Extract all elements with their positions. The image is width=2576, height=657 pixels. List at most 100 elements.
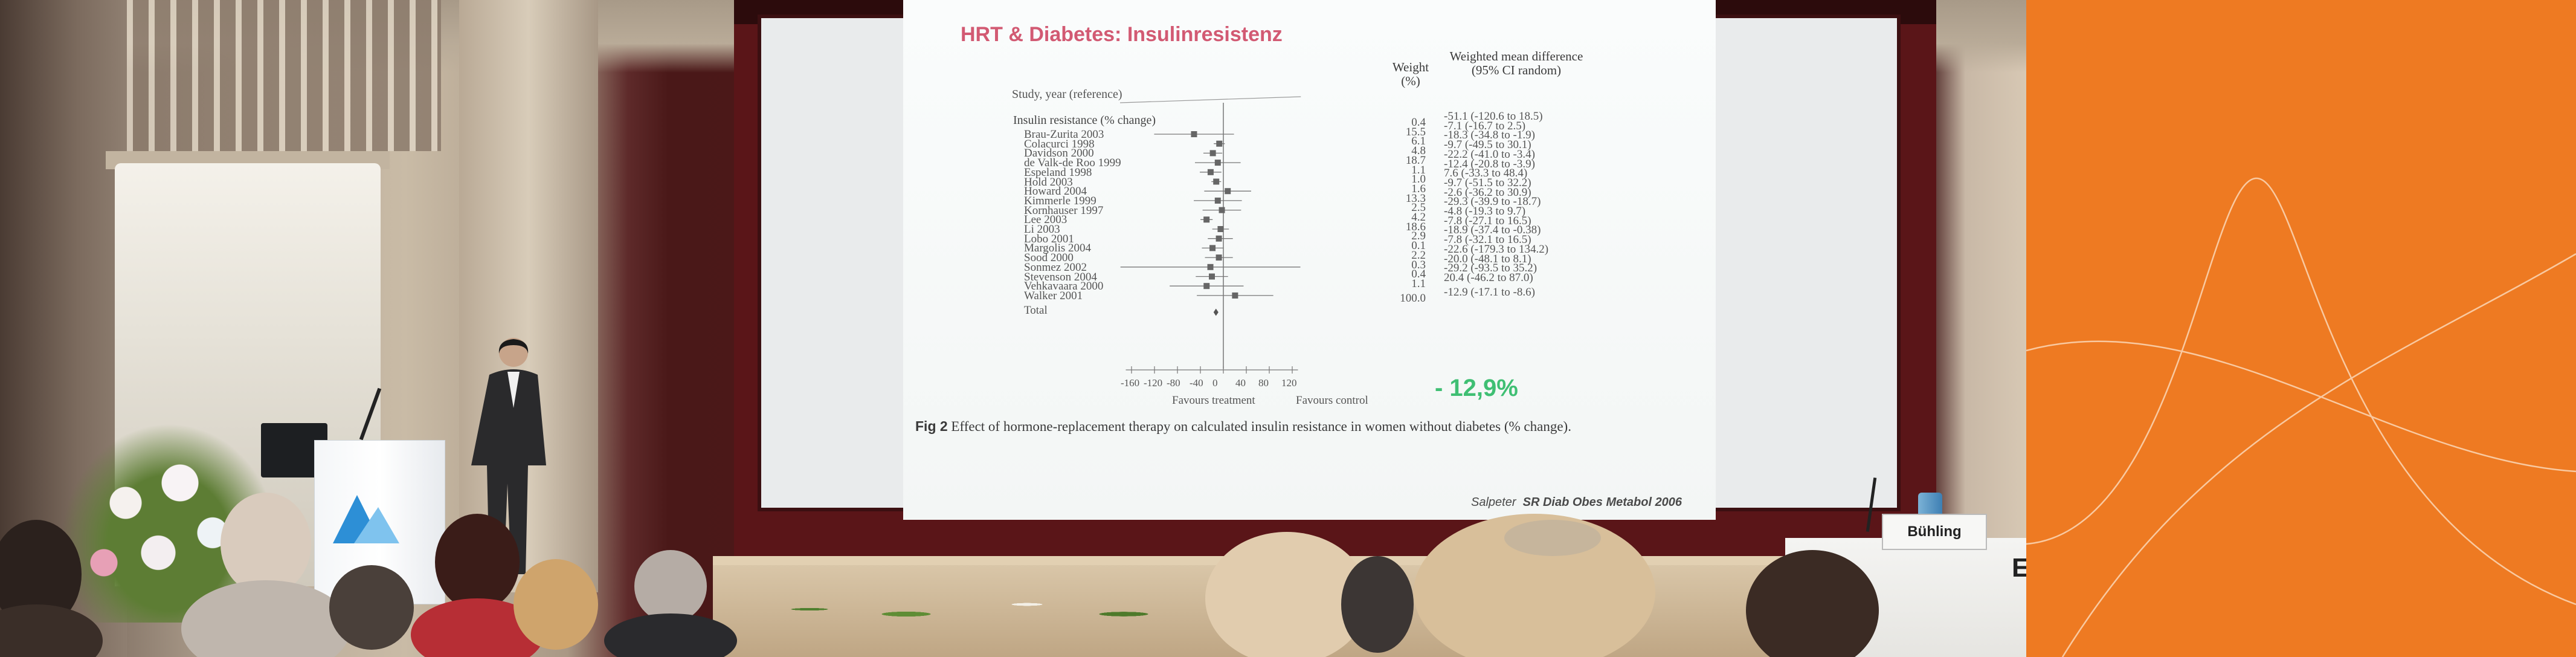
weight-item: 0.4 bbox=[1411, 116, 1426, 129]
weight-item: 0.1 bbox=[1411, 239, 1426, 253]
point-marker bbox=[1216, 235, 1222, 242]
study-column-header: Study, year (reference) bbox=[1012, 88, 1122, 101]
top-rule bbox=[1119, 96, 1301, 103]
citation: Salpeter SR Diab Obes Metabol 2006 bbox=[1471, 496, 1682, 510]
studie-item: Lobo 2001 bbox=[1024, 232, 1074, 245]
citation-journal: SR Diab Obes Metabol bbox=[1522, 496, 1652, 509]
point-marker bbox=[1191, 131, 1197, 137]
figure-caption-text: Effect of hormone-replacement therapy on… bbox=[951, 419, 1571, 434]
studie-item: Colacurci 1998 bbox=[1024, 137, 1095, 150]
wmd-column-header: Weighted mean difference (95% CI random) bbox=[1449, 49, 1583, 78]
studie-item: Stevenson 2004 bbox=[1024, 270, 1097, 283]
point-marker bbox=[1213, 178, 1220, 185]
weight-item: 15.5 bbox=[1405, 125, 1426, 138]
ci-item: -7.8 (-32.1 to 16.5) bbox=[1444, 233, 1531, 247]
citation-year: 2006 bbox=[1655, 496, 1682, 509]
studie-item: Li 2003 bbox=[1024, 223, 1060, 236]
ci-item: -22.2 (-41.0 to -3.4) bbox=[1444, 147, 1535, 161]
table-sign-letter: E bbox=[2012, 553, 2026, 583]
axis-tick-label: -160 bbox=[1121, 377, 1140, 389]
point-marker bbox=[1209, 273, 1215, 280]
weight-item: 2.2 bbox=[1411, 248, 1426, 262]
axis-tick-label: -40 bbox=[1190, 377, 1203, 389]
weight-item: 0.3 bbox=[1411, 258, 1426, 271]
studie-item: Lee 2003 bbox=[1024, 213, 1067, 227]
forest-plot bbox=[1119, 96, 1301, 374]
weight-item: 2.9 bbox=[1411, 230, 1426, 243]
decorative-orange-panel bbox=[2026, 0, 2576, 657]
ci-item: -29.3 (-39.9 to -18.7) bbox=[1444, 195, 1541, 209]
total-weight: 100.0 bbox=[1400, 291, 1426, 305]
bell-curve-decoration bbox=[2026, 177, 2576, 657]
axis-tick-label: -120 bbox=[1144, 377, 1163, 389]
axis-tick-label: -80 bbox=[1167, 377, 1180, 389]
axis-tick-label: 80 bbox=[1258, 377, 1269, 389]
studie-item: Espeland 1998 bbox=[1024, 166, 1092, 179]
weight-item: 1.1 bbox=[1411, 277, 1426, 290]
ci-item: -7.8 (-27.1 to 16.5) bbox=[1444, 214, 1531, 227]
ci-item: -51.1 (-120.6 to 18.5) bbox=[1444, 110, 1543, 123]
axis-tick-label: 120 bbox=[1281, 377, 1297, 389]
point-marker bbox=[1214, 197, 1221, 204]
total-ci: -12.9 (-17.1 to -8.6) bbox=[1444, 285, 1535, 299]
weight-item: 1.1 bbox=[1411, 163, 1426, 176]
weight-item: 4.8 bbox=[1411, 144, 1426, 158]
water-bottles bbox=[1918, 493, 1942, 517]
studie-item: Margolis 2004 bbox=[1024, 242, 1092, 255]
point-marker bbox=[1209, 245, 1216, 251]
axis-tick-label: 0 bbox=[1212, 377, 1218, 389]
studie-item: Kimmerle 1999 bbox=[1024, 194, 1096, 207]
studie-item: Sonmez 2002 bbox=[1024, 261, 1087, 274]
ci-item: -7.1 (-16.7 to 2.5) bbox=[1444, 119, 1526, 132]
figure-caption-label: Fig 2 bbox=[915, 418, 948, 434]
presentation-slide: HRT & Diabetes: Insulinresistenz Weight … bbox=[903, 0, 1716, 520]
studie-item: Hold 2003 bbox=[1024, 175, 1073, 189]
point-marker bbox=[1219, 207, 1225, 213]
ci-item: -9.7 (-51.5 to 32.2) bbox=[1444, 176, 1531, 189]
citation-author: Salpeter bbox=[1471, 496, 1516, 509]
studie-item: Brau-Zurita 2003 bbox=[1024, 128, 1104, 141]
nameplate: Bühling bbox=[1882, 514, 1987, 550]
ci-item: -12.4 (-20.8 to -3.9) bbox=[1444, 157, 1535, 170]
ci-item: -18.3 (-34.8 to -1.9) bbox=[1444, 129, 1535, 142]
weight-item: 1.0 bbox=[1411, 173, 1426, 186]
studie-item: Vehkavaara 2000 bbox=[1024, 280, 1104, 293]
studie-item: Sood 2000 bbox=[1024, 251, 1074, 265]
point-marker bbox=[1214, 160, 1221, 166]
studie-item: de Valk-de Roo 1999 bbox=[1024, 157, 1121, 170]
axis-tick-label: 40 bbox=[1235, 377, 1246, 389]
studie-item: Howard 2004 bbox=[1024, 185, 1087, 198]
total-label: Total bbox=[1024, 303, 1048, 317]
point-marker bbox=[1232, 292, 1238, 299]
weight-item: 6.1 bbox=[1411, 135, 1426, 148]
ci-item: 7.6 (-33.3 to 48.4) bbox=[1444, 167, 1528, 180]
ci-item: -29.2 (-93.5 to 35.2) bbox=[1444, 262, 1538, 275]
favours-control-label: Favours control bbox=[1296, 394, 1368, 407]
point-marker bbox=[1203, 283, 1210, 290]
ci-item: 20.4 (-46.2 to 87.0) bbox=[1444, 271, 1533, 284]
total-diamond bbox=[1213, 308, 1219, 316]
figure-caption: Fig 2 Effect of hormone-replacement ther… bbox=[915, 418, 1571, 435]
balcony-railing bbox=[127, 0, 441, 151]
middle-pillar bbox=[459, 0, 598, 592]
ci-item: -4.8 (-19.3 to 9.7) bbox=[1444, 205, 1526, 218]
study-list: Brau-Zurita 2003 Colacurci 1998 Davidson 2… bbox=[1024, 128, 1121, 317]
slide-title: HRT & Diabetes: Insulinresistenz bbox=[961, 23, 1283, 46]
ci-item: -22.6 (-179.3 to 134.2) bbox=[1444, 242, 1549, 256]
weight-item: 13.3 bbox=[1405, 192, 1426, 205]
weight-item: 18.6 bbox=[1405, 220, 1426, 233]
audience bbox=[0, 493, 1655, 657]
studie-item: Kornhauser 1997 bbox=[1024, 204, 1104, 217]
point-marker bbox=[1217, 226, 1224, 232]
studie-item: Walker 2001 bbox=[1024, 289, 1083, 302]
weight-list: 0.4 15.5 6.1 4.8 18.7 1.1 1.0 1.6 13.3 2.5 4.2 18.6… bbox=[1396, 116, 1426, 305]
ci-item: -18.9 (-37.4 to -0.38) bbox=[1444, 224, 1541, 237]
point-marker bbox=[1216, 140, 1223, 147]
ci-item: -9.7 (-49.5 to 30.1) bbox=[1444, 138, 1531, 152]
point-marker bbox=[1207, 169, 1214, 175]
favours-treatment-label: Favours treatment bbox=[1172, 394, 1255, 407]
group-header: Insulin resistance (% change) bbox=[1013, 114, 1156, 127]
point-marker bbox=[1209, 150, 1216, 157]
conference-photo: HRT & Diabetes: Insulinresistenz Weight … bbox=[0, 0, 2026, 657]
result-highlight: - 12,9% bbox=[1435, 375, 1518, 401]
